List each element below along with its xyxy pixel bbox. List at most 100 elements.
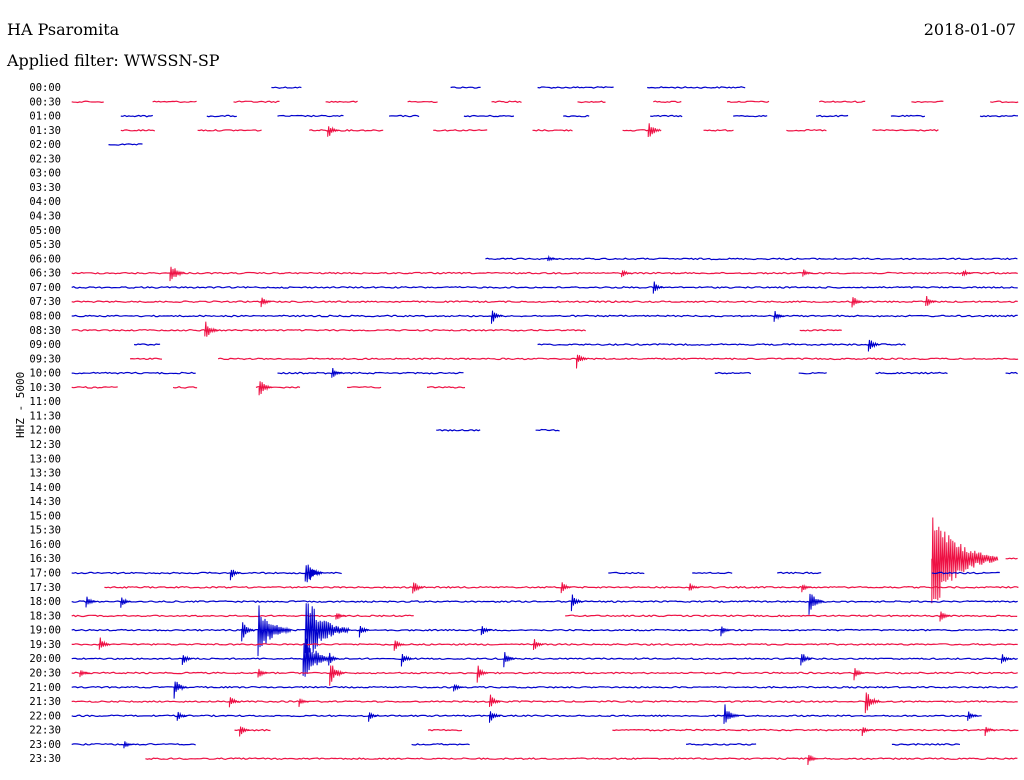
time-label-2200: 22:00 <box>29 710 61 722</box>
seismic-event <box>98 637 111 650</box>
time-label-0830: 08:30 <box>29 325 61 337</box>
time-label-1630: 16:30 <box>29 553 61 565</box>
seismic-event <box>257 668 269 678</box>
trace-segment <box>426 386 466 389</box>
trace-segment <box>979 114 1018 118</box>
seismic-event <box>489 694 501 707</box>
trace-segment <box>206 114 237 118</box>
seismic-event <box>808 593 825 615</box>
time-label-0200: 02:00 <box>29 139 61 151</box>
seismic-event <box>867 339 880 352</box>
time-label-1230: 12:30 <box>29 439 61 451</box>
trace-segment <box>129 357 163 361</box>
seismic-event <box>800 654 813 666</box>
chart-date: 2018-01-07 <box>923 20 1016 39</box>
trace-segment <box>71 614 414 618</box>
trace-segment <box>271 86 302 89</box>
trace-segment <box>133 343 161 346</box>
time-label-0430: 04:30 <box>29 211 61 223</box>
seismic-event <box>851 297 863 308</box>
seismic-event <box>723 704 740 724</box>
trace-segment <box>407 100 438 103</box>
trace-segment <box>537 86 614 89</box>
time-label-0300: 03:00 <box>29 168 61 180</box>
trace-segment <box>71 657 1018 661</box>
trace-segment <box>799 328 842 332</box>
seismic-event <box>1001 654 1012 664</box>
seismic-event <box>331 368 343 378</box>
trace-segment <box>872 129 939 132</box>
seismic-event <box>169 266 186 282</box>
trace-segment <box>71 671 1018 675</box>
trace-segment <box>714 371 752 375</box>
trace-segment <box>990 100 1019 104</box>
seismic-event <box>400 654 413 667</box>
time-label-1130: 11:30 <box>29 410 61 422</box>
trace-segment <box>71 300 1018 304</box>
time-label-1100: 11:00 <box>29 396 61 408</box>
seismic-event <box>533 639 544 650</box>
time-label-2330: 23:30 <box>29 753 61 765</box>
trace-segment <box>71 371 196 375</box>
seismic-event <box>807 754 819 766</box>
time-label-0330: 03:30 <box>29 182 61 194</box>
trace-segment <box>622 129 651 132</box>
seismic-event <box>358 626 370 638</box>
chart-title: HA Psaromita <box>7 20 120 39</box>
time-label-0930: 09:30 <box>29 353 61 365</box>
trace-segment <box>463 114 515 118</box>
seismic-event <box>85 596 97 608</box>
trace-segment <box>71 314 1018 318</box>
time-label-1830: 18:30 <box>29 610 61 622</box>
time-label-2230: 22:30 <box>29 725 61 737</box>
trace-segment <box>891 742 961 746</box>
seismic-event <box>328 652 339 666</box>
seismic-event <box>260 297 272 308</box>
seismic-event <box>393 640 405 651</box>
trace-segment <box>1005 557 1018 560</box>
trace-segment <box>726 100 770 103</box>
seismic-event <box>861 727 873 737</box>
seismic-event <box>688 583 700 591</box>
seismic-event <box>258 381 273 396</box>
time-label-1500: 15:00 <box>29 510 61 522</box>
trace-segment <box>577 100 606 104</box>
time-label-2030: 20:30 <box>29 667 61 679</box>
seismic-event <box>412 582 425 594</box>
trace-segment <box>931 571 1000 575</box>
trace-segment <box>798 371 827 375</box>
seismic-event <box>309 569 321 581</box>
trace-segment <box>786 128 827 132</box>
time-label-0400: 04:00 <box>29 196 61 208</box>
trace-segment <box>733 114 768 118</box>
seismic-event <box>647 123 662 138</box>
seismic-event <box>503 652 516 668</box>
trace-segment <box>653 100 682 104</box>
seismic-event <box>491 310 503 324</box>
trace-segment <box>152 100 197 104</box>
trace-segment <box>120 129 155 132</box>
seismic-event <box>853 668 865 681</box>
trace-segment <box>71 628 1018 632</box>
seismic-event <box>939 611 951 622</box>
trace-segment <box>309 128 384 132</box>
time-label-0530: 05:30 <box>29 239 61 251</box>
seismic-event <box>329 665 346 686</box>
seismic-event <box>304 564 323 583</box>
seismic-event <box>925 295 937 306</box>
trace-segment <box>1005 371 1018 375</box>
trace-segment <box>71 271 1018 275</box>
time-label-1900: 19:00 <box>29 625 61 637</box>
time-label-0500: 05:00 <box>29 225 61 237</box>
seismic-event <box>181 655 193 665</box>
seismic-event <box>801 584 813 593</box>
time-label-0000: 00:00 <box>29 82 61 94</box>
trace-segment <box>108 143 143 146</box>
trace-segment <box>433 129 488 132</box>
trace-segment <box>703 129 734 132</box>
time-label-2130: 21:30 <box>29 696 61 708</box>
trace-segment <box>450 86 481 89</box>
trace-segment <box>563 114 590 118</box>
time-label-1200: 12:00 <box>29 425 61 437</box>
time-label-0800: 08:00 <box>29 310 61 322</box>
